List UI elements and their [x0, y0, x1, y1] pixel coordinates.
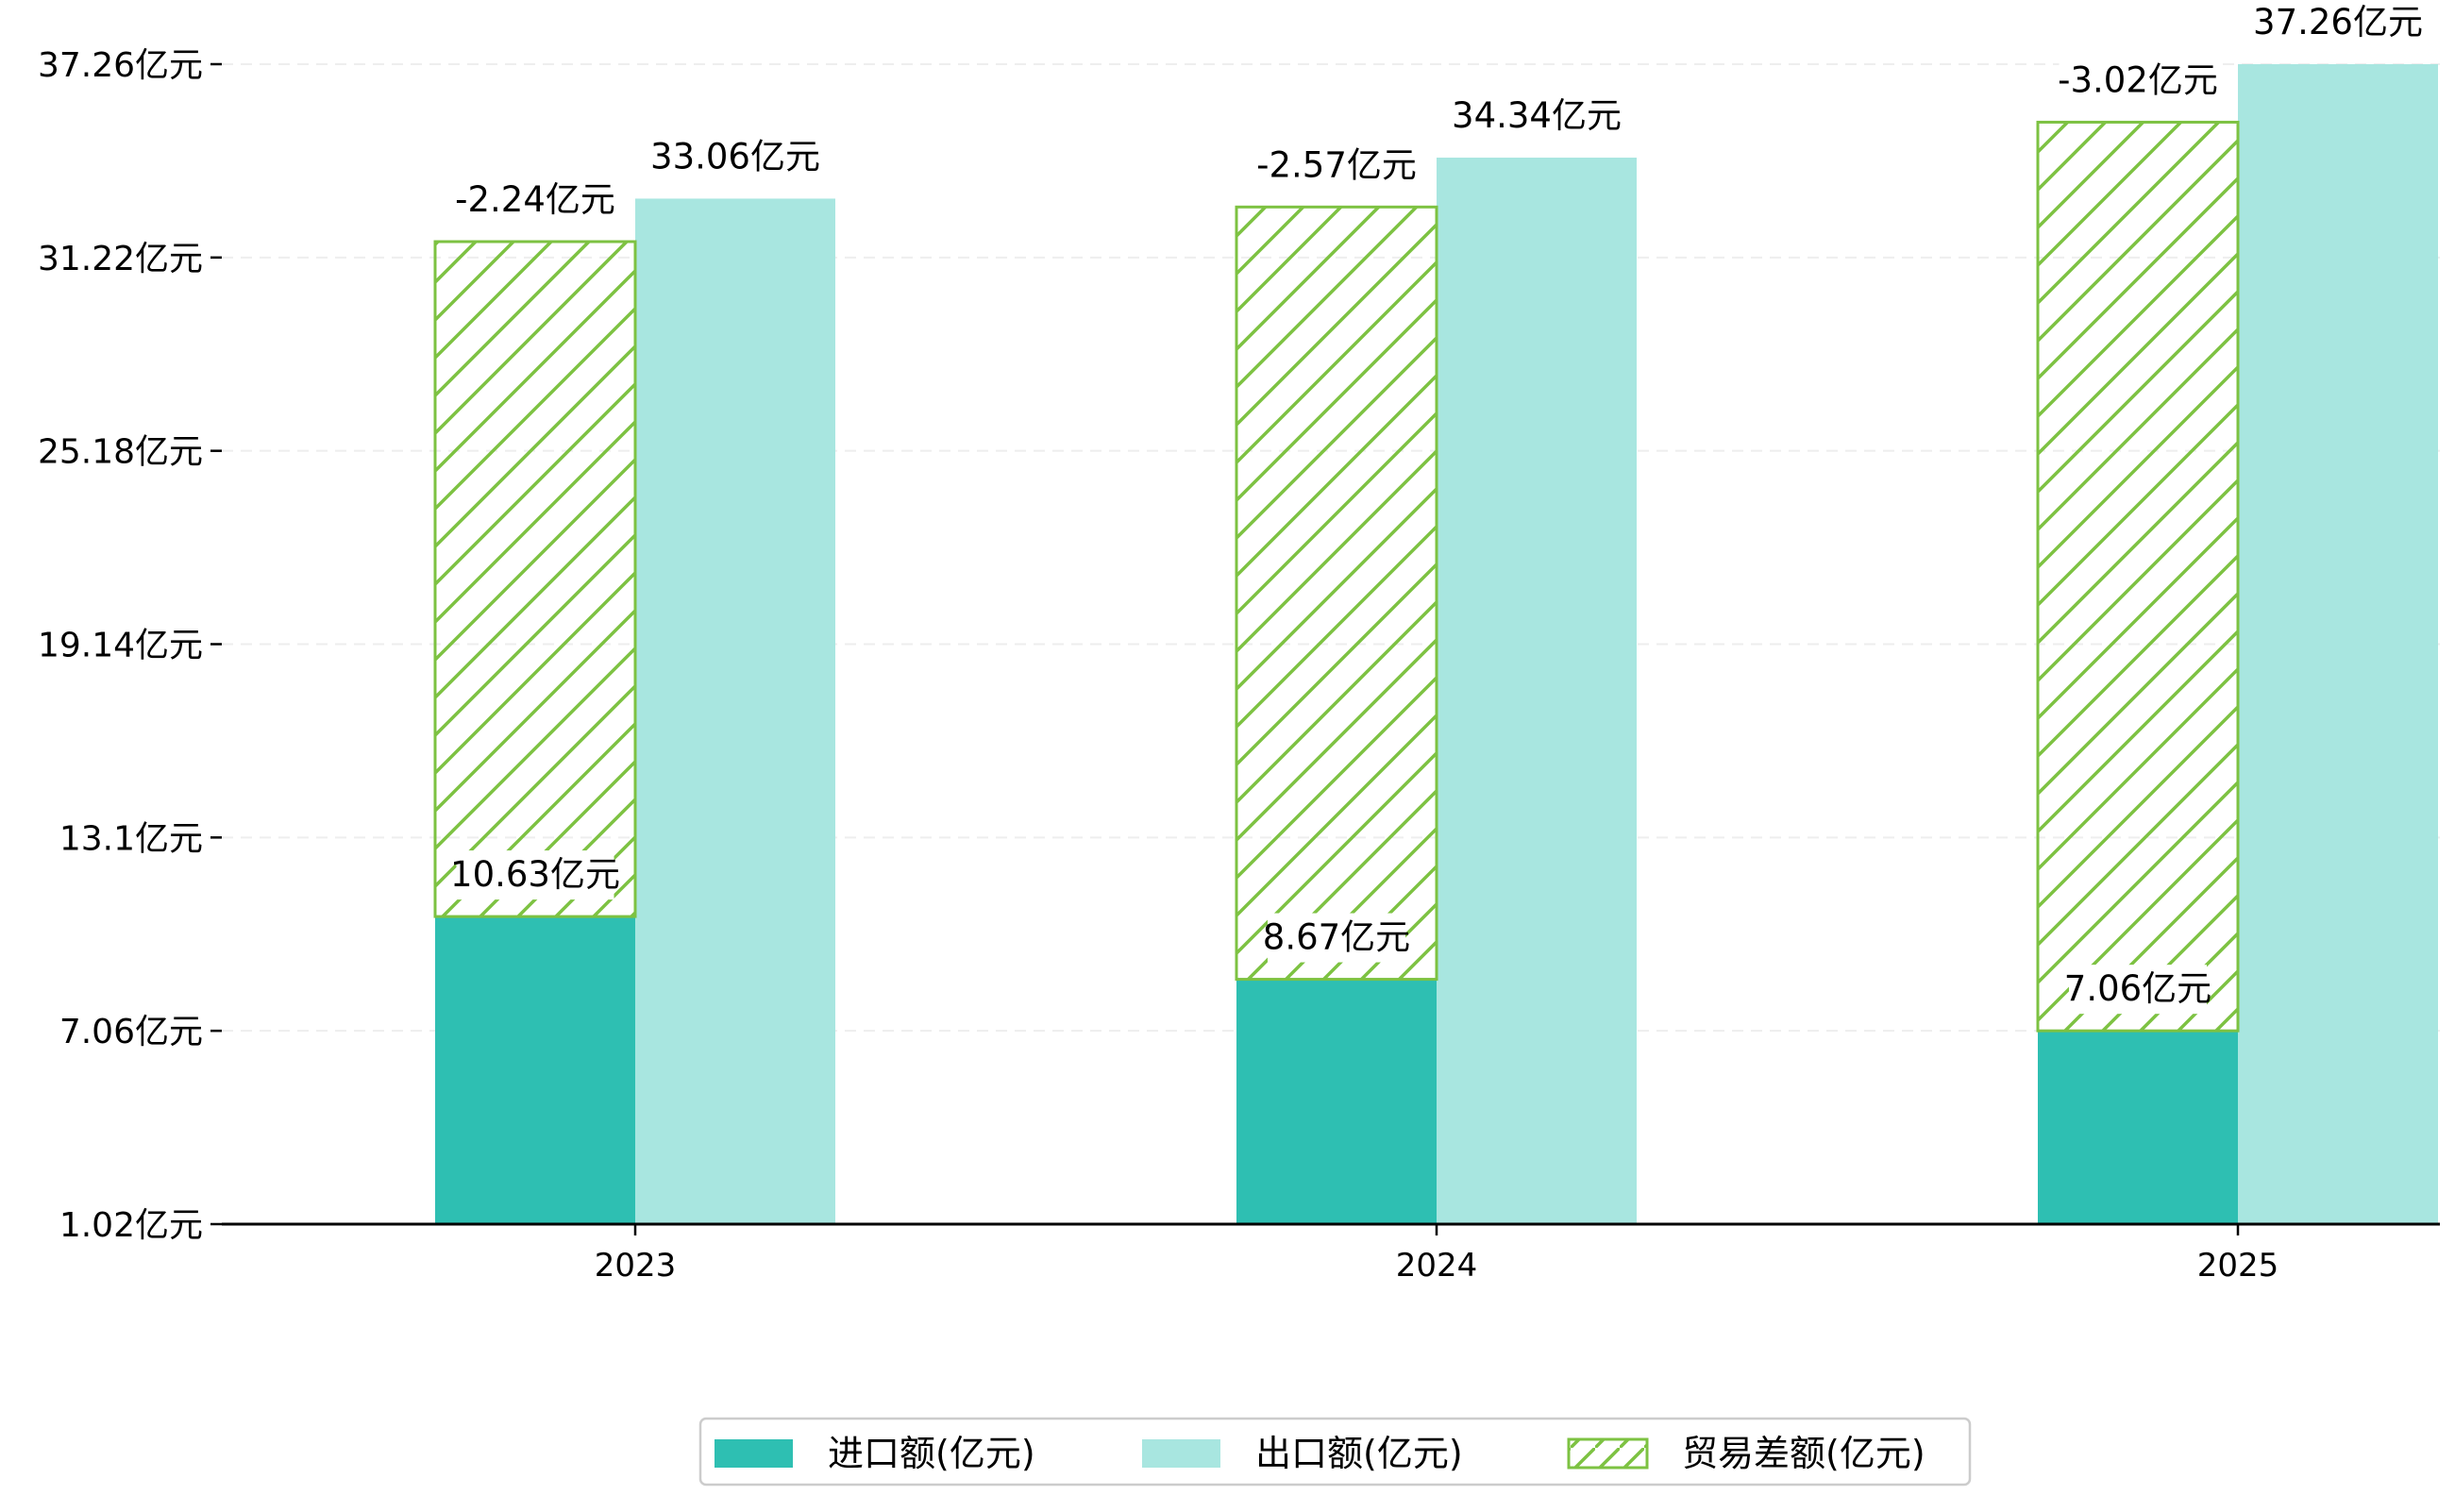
- balance-data-label-bg: [2059, 56, 2217, 106]
- import-data-label-bg: [2069, 965, 2207, 1015]
- y-tick-label: 7.06亿元: [59, 1013, 203, 1051]
- import-bar: [2038, 1031, 2238, 1224]
- export-data-label-bg: [656, 132, 815, 182]
- axes-layer: 1.02亿元 7.06亿元 13.1亿元 19.14亿元 25.18亿元 31.22亿元 3…: [38, 46, 2440, 1285]
- legend-item-balance: 贸易差额(亿元): [1567, 1433, 1925, 1474]
- legend: 进口额(亿元) 出口额(亿元) 贸易差额(亿元): [698, 1417, 1972, 1487]
- data-labels-layer: 10.63亿元 33.06亿元 -2.24亿元 8.67亿元 34.34亿元 -2.57亿…: [450, 0, 2423, 1015]
- legend-swatch: [1142, 1439, 1220, 1468]
- export-data-label-group: 34.34亿元: [1452, 92, 1622, 142]
- export-data-label: 37.26亿元: [2253, 2, 2423, 42]
- y-tick-label: 13.1亿元: [59, 819, 203, 858]
- import-data-label-group: 8.67亿元: [1263, 913, 1410, 963]
- balance-data-label-group: -2.57亿元: [1256, 141, 1417, 191]
- legend-item-import: 进口额(亿元): [715, 1433, 1035, 1474]
- trade-balance-bar: [433, 240, 637, 918]
- y-tick-label: 25.18亿元: [38, 433, 203, 472]
- import-data-label-group: 7.06亿元: [2064, 965, 2211, 1015]
- legend-item-export: 出口额(亿元): [1142, 1433, 1463, 1474]
- export-data-label-bg: [1457, 92, 1616, 142]
- export-bar: [2238, 64, 2438, 1224]
- balance-data-label-group: -3.02亿元: [2058, 56, 2218, 106]
- export-data-label-group: 37.26亿元: [2253, 0, 2423, 47]
- export-data-label-group: 33.06亿元: [650, 132, 820, 182]
- trade-balance-bar: [2036, 120, 2240, 1033]
- y-tick-label: 31.22亿元: [38, 240, 203, 278]
- x-tick-label: 2025: [2197, 1247, 2279, 1285]
- balance-data-label: -2.57亿元: [1256, 144, 1417, 185]
- import-data-label-group: 10.63亿元: [450, 850, 620, 900]
- y-tick-label: 19.14亿元: [38, 627, 203, 665]
- legend-swatch: [1567, 1437, 1649, 1470]
- export-bar: [635, 198, 835, 1224]
- legend-label: 贸易差额(亿元): [1682, 1433, 1925, 1474]
- balance-data-label: -2.24亿元: [455, 179, 615, 220]
- balance-data-label-group: -2.24亿元: [455, 176, 615, 226]
- bars-layer: [433, 64, 2438, 1224]
- y-tick-label: 1.02亿元: [59, 1206, 203, 1245]
- legend-swatch: [715, 1439, 793, 1468]
- balance-data-label: -3.02亿元: [2058, 59, 2218, 100]
- import-data-label-bg: [1268, 913, 1405, 963]
- export-data-label: 33.06亿元: [650, 136, 820, 176]
- export-bar: [1437, 158, 1637, 1224]
- balance-data-label-bg: [1257, 141, 1416, 191]
- import-data-label-bg: [456, 850, 614, 900]
- export-data-label: 34.34亿元: [1452, 95, 1622, 136]
- import-bar: [1236, 979, 1437, 1224]
- y-tick-label: 37.26亿元: [38, 46, 203, 85]
- import-data-label: 8.67亿元: [1263, 917, 1410, 958]
- legend-label: 进口额(亿元): [828, 1433, 1035, 1474]
- import-data-label: 10.63亿元: [450, 854, 620, 895]
- balance-data-label-bg: [456, 176, 614, 226]
- export-data-label-bg: [2259, 0, 2417, 47]
- legend-label: 出口额(亿元): [1255, 1433, 1463, 1474]
- x-tick-label: 2024: [1396, 1247, 1478, 1285]
- import-bar: [435, 916, 635, 1224]
- trade-balance-bar: [1235, 205, 1438, 982]
- x-tick-label: 2023: [595, 1247, 677, 1285]
- import-data-label: 7.06亿元: [2064, 968, 2211, 1009]
- legend-box: [698, 1417, 1972, 1487]
